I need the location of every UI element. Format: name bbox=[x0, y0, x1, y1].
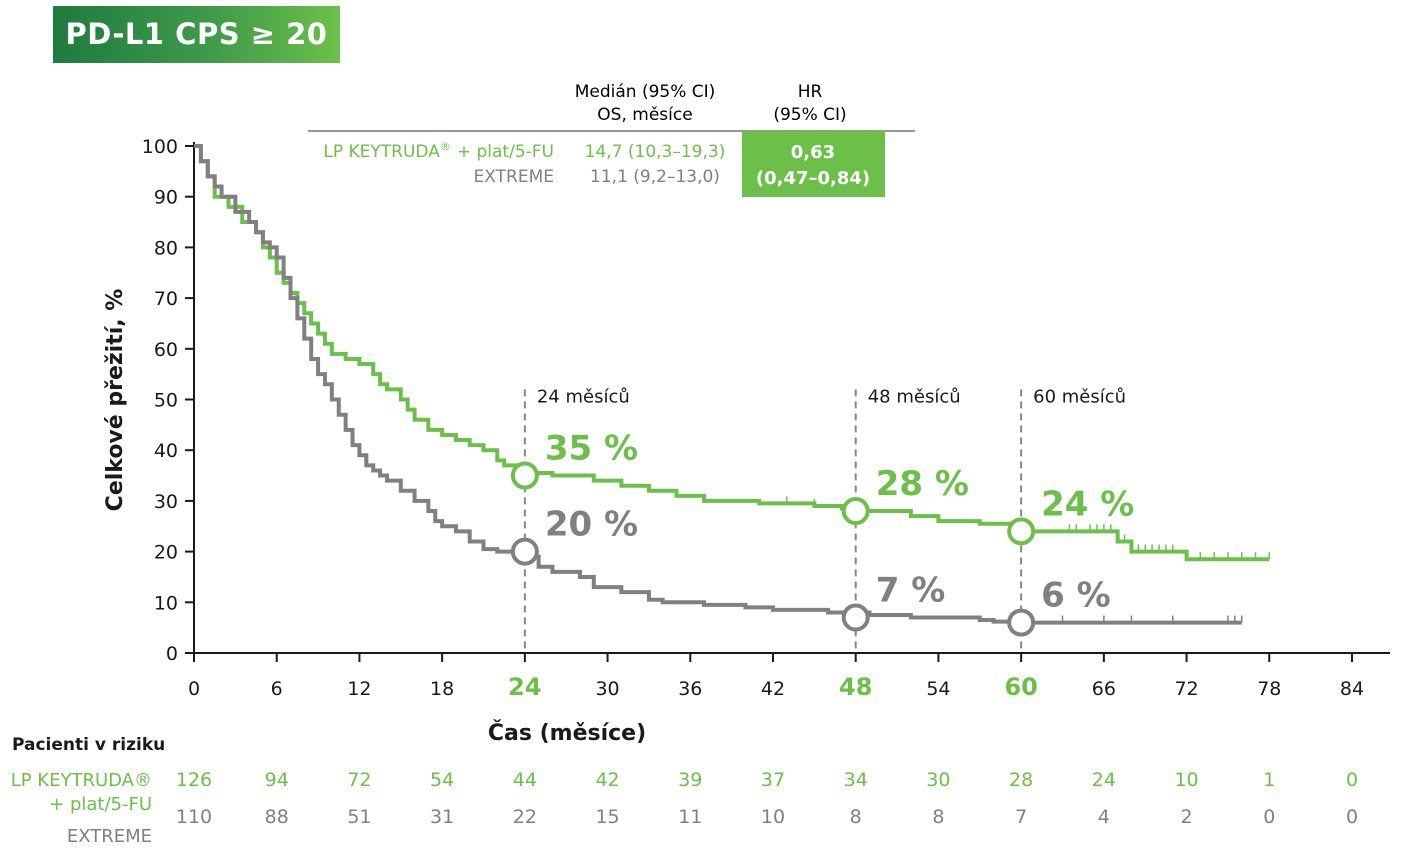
risk-keytruda-count: 1 bbox=[1263, 769, 1275, 791]
landmark-label: 6 % bbox=[1041, 576, 1111, 616]
risk-extreme-count: 51 bbox=[347, 806, 371, 828]
risk-extreme-count: 11 bbox=[678, 806, 702, 828]
x-tick-label-0: 0 bbox=[188, 678, 200, 700]
x-tick-label-18: 18 bbox=[430, 678, 454, 700]
risk-keytruda-count: 37 bbox=[761, 769, 785, 791]
reference-label-60: 60 měsíců bbox=[1033, 387, 1126, 408]
y-tick-label-70: 70 bbox=[154, 288, 178, 310]
risk-keytruda-count: 126 bbox=[176, 769, 212, 791]
y-tick-label-10: 10 bbox=[154, 592, 178, 614]
x-axis-title: Čas (měsíce) bbox=[488, 720, 646, 746]
landmark-label: 20 % bbox=[545, 505, 638, 545]
x-tick-label-24: 24 bbox=[508, 673, 541, 701]
x-tick-label-60: 60 bbox=[1004, 673, 1037, 701]
y-tick-label-0: 0 bbox=[166, 643, 178, 665]
x-tick-label-54: 54 bbox=[926, 678, 950, 700]
hr-value: 0,63 bbox=[791, 142, 835, 163]
risk-keytruda-label-2: + plat/5-FU bbox=[49, 794, 152, 815]
series-line-extreme bbox=[194, 144, 1242, 625]
risk-extreme-count: 88 bbox=[265, 806, 289, 828]
risk-extreme-count: 22 bbox=[513, 806, 537, 828]
y-tick-label-90: 90 bbox=[154, 187, 178, 209]
landmark-label: 28 % bbox=[876, 464, 969, 504]
risk-keytruda-count: 72 bbox=[347, 769, 371, 791]
x-tick-label-66: 66 bbox=[1092, 678, 1116, 700]
risk-extreme-count: 110 bbox=[176, 806, 212, 828]
risk-keytruda-count: 0 bbox=[1346, 769, 1358, 791]
x-tick-label-72: 72 bbox=[1174, 678, 1198, 700]
risk-extreme-count: 31 bbox=[430, 806, 454, 828]
x-tick-label-78: 78 bbox=[1257, 678, 1281, 700]
keytruda-row-label: LP KEYTRUDA® + plat/5-FU bbox=[323, 140, 554, 162]
x-tick-label-42: 42 bbox=[761, 678, 785, 700]
risk-extreme-count: 15 bbox=[595, 806, 619, 828]
keytruda-median: 14,7 (10,3–19,3) bbox=[585, 142, 726, 162]
risk-keytruda-count: 10 bbox=[1174, 769, 1198, 791]
landmark-point bbox=[1007, 608, 1036, 637]
x-tick-label-48: 48 bbox=[839, 673, 872, 701]
risk-table: Pacienti v riziku LP KEYTRUDA® + plat/5-… bbox=[11, 735, 1358, 847]
landmark-point bbox=[1007, 517, 1036, 546]
risk-table-title: Pacienti v riziku bbox=[12, 735, 165, 755]
hr-header-line2: (95% CI) bbox=[773, 105, 846, 125]
x-tick-label-36: 36 bbox=[678, 678, 702, 700]
y-tick-label-20: 20 bbox=[154, 542, 178, 564]
subgroup-badge: PD-L1 CPS ≥ 20 bbox=[53, 6, 340, 63]
series bbox=[194, 144, 1271, 625]
y-tick-label-30: 30 bbox=[154, 491, 178, 513]
risk-extreme-count: 10 bbox=[761, 806, 785, 828]
risk-keytruda-label-1: LP KEYTRUDA® bbox=[11, 770, 152, 791]
hr-header-line1: HR bbox=[798, 82, 823, 102]
landmark-label: 24 % bbox=[1041, 484, 1134, 524]
x-tick-label-12: 12 bbox=[347, 678, 371, 700]
landmark-point bbox=[841, 497, 870, 526]
risk-keytruda-count: 24 bbox=[1092, 769, 1116, 791]
risk-extreme-count: 8 bbox=[850, 806, 862, 828]
landmarks: 35 % 28 % 24 % 20 % 7 % 6 % bbox=[510, 429, 1134, 637]
landmark-label: 7 % bbox=[876, 571, 946, 611]
landmark-label: 35 % bbox=[545, 429, 638, 469]
extreme-row-label: EXTREME bbox=[474, 167, 554, 187]
y-tick-label-100: 100 bbox=[142, 136, 178, 158]
summary-table: Medián (95% CI) OS, měsíce HR (95% CI) L… bbox=[308, 82, 915, 197]
y-tick-label-60: 60 bbox=[154, 339, 178, 361]
risk-keytruda-count: 54 bbox=[430, 769, 454, 791]
y-axis-title: Celkové přežití, % bbox=[103, 289, 128, 512]
x-tick-label-30: 30 bbox=[595, 678, 619, 700]
extreme-median: 11,1 (9,2–13,0) bbox=[590, 167, 720, 187]
risk-extreme-count: 0 bbox=[1346, 806, 1358, 828]
landmark-point bbox=[510, 537, 539, 566]
landmark-point bbox=[510, 461, 539, 490]
landmark-point bbox=[841, 603, 870, 632]
y-tick-label-80: 80 bbox=[154, 237, 178, 259]
risk-extreme-count: 0 bbox=[1263, 806, 1275, 828]
risk-keytruda-count: 30 bbox=[926, 769, 950, 791]
risk-extreme-count: 8 bbox=[932, 806, 944, 828]
axes: 0 10 20 30 40 50 60 70 80 90 100 0 6 12 18 24 30 36 42 48 54… bbox=[142, 136, 1390, 701]
risk-keytruda-count: 42 bbox=[595, 769, 619, 791]
x-tick-label-6: 6 bbox=[271, 678, 283, 700]
reference-label-24: 24 měsíců bbox=[537, 387, 630, 408]
risk-extreme-count: 4 bbox=[1098, 806, 1110, 828]
risk-keytruda-count: 94 bbox=[265, 769, 289, 791]
hr-ci: (0,47–0,84) bbox=[756, 168, 870, 189]
risk-keytruda-count: 34 bbox=[844, 769, 868, 791]
risk-keytruda-count: 39 bbox=[678, 769, 702, 791]
y-tick-label-50: 50 bbox=[154, 390, 178, 412]
y-tick-label-40: 40 bbox=[154, 440, 178, 462]
median-header-line1: Medián (95% CI) bbox=[575, 82, 716, 102]
reference-label-48: 48 měsíců bbox=[868, 387, 961, 408]
risk-extreme-count: 7 bbox=[1015, 806, 1027, 828]
risk-extreme-label: EXTREME bbox=[67, 826, 152, 847]
hr-box bbox=[742, 131, 885, 197]
risk-extreme-count: 2 bbox=[1181, 806, 1193, 828]
median-header-line2: OS, měsíce bbox=[597, 105, 692, 125]
risk-keytruda-count: 28 bbox=[1009, 769, 1033, 791]
risk-keytruda-count: 44 bbox=[513, 769, 537, 791]
x-tick-label-84: 84 bbox=[1340, 678, 1364, 700]
